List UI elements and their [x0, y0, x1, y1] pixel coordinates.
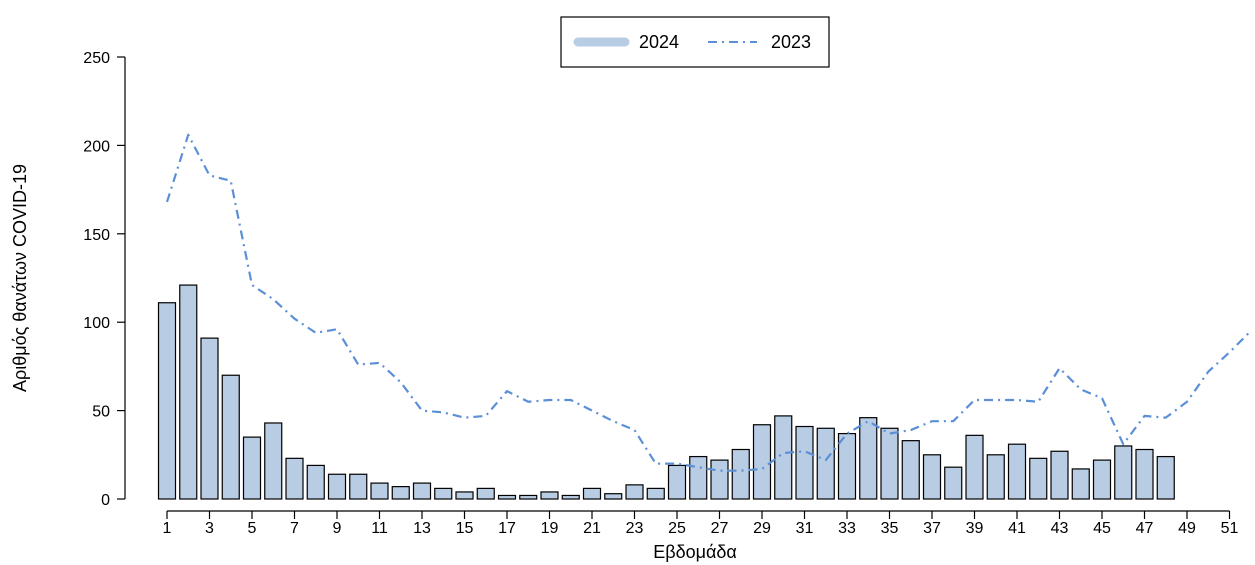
line-2023-path: [165, 133, 1252, 472]
bar-2024-week-15: [455, 491, 474, 500]
bar-2024-week-4: [221, 374, 240, 500]
bar-2024-week-16: [476, 487, 495, 500]
x-tick-label-45: 45: [1093, 520, 1111, 537]
bar-2024-week-39: [965, 434, 984, 500]
bar-2024-week-32: [816, 427, 835, 500]
bar-2024-week-38: [944, 466, 963, 500]
bar-2024-week-42: [1029, 457, 1048, 500]
bar-2024-week-45: [1092, 459, 1112, 500]
x-tick-label-19: 19: [541, 520, 559, 537]
bar-2024-week-11: [370, 482, 389, 500]
y-axis-label: Αριθμός θανάτων COVID-19: [10, 164, 30, 392]
y-tick-label-150: 150: [83, 227, 110, 244]
x-tick-label-23: 23: [626, 520, 644, 537]
bar-2024-week-8: [306, 464, 325, 500]
bar-2024-week-47: [1135, 448, 1154, 500]
bar-2024-week-3: [200, 337, 219, 500]
bar-2024-week-43: [1050, 450, 1069, 500]
x-tick-label-13: 13: [413, 520, 431, 537]
x-tick-label-47: 47: [1136, 520, 1154, 537]
bar-2024-week-40: [986, 454, 1005, 500]
x-tick-label-49: 49: [1178, 520, 1196, 537]
x-tick-label-51: 51: [1221, 520, 1239, 537]
bar-2024-week-23: [625, 484, 644, 500]
bars-2024: [157, 284, 1175, 500]
y-tick-label-200: 200: [83, 138, 110, 155]
bar-2024-week-34: [859, 417, 878, 500]
bar-2024-week-14: [434, 487, 453, 500]
x-tick-label-21: 21: [583, 520, 601, 537]
bar-2024-week-35: [880, 427, 899, 500]
bar-2024-week-6: [264, 422, 283, 500]
x-tick-label-17: 17: [498, 520, 516, 537]
x-tick-label-41: 41: [1008, 520, 1026, 537]
x-tick-label-33: 33: [838, 520, 856, 537]
y-tick-label-50: 50: [92, 404, 110, 421]
bar-2024-week-13: [412, 482, 432, 500]
line-2023: [165, 133, 1252, 472]
bar-2024-week-30: [774, 415, 793, 500]
x-tick-label-11: 11: [371, 520, 388, 537]
bar-2024-week-12: [391, 486, 410, 500]
legend-label-2023: 2023: [771, 32, 811, 52]
bar-2024-week-5: [242, 436, 262, 500]
bar-2024-week-21: [582, 487, 602, 500]
x-tick-label-39: 39: [966, 520, 984, 537]
bar-2024-week-46: [1114, 445, 1133, 500]
x-tick-label-35: 35: [881, 520, 899, 537]
bar-2024-week-9: [327, 473, 347, 500]
bar-2024-week-37: [922, 454, 942, 500]
bar-2024-week-26: [689, 455, 708, 500]
bar-2024-week-31: [795, 425, 814, 500]
x-tick-label-9: 9: [333, 520, 342, 537]
bar-2024-week-28: [731, 448, 750, 500]
bar-2024-week-29: [752, 424, 772, 500]
bar-2024-week-36: [901, 440, 920, 500]
bar-2024-week-48: [1156, 455, 1175, 500]
bar-2024-week-2: [179, 284, 198, 500]
x-tick-label-27: 27: [711, 520, 729, 537]
bar-2024-week-44: [1071, 468, 1090, 500]
x-tick-label-5: 5: [248, 520, 257, 537]
x-tick-label-15: 15: [456, 520, 474, 537]
x-tick-label-37: 37: [923, 520, 941, 537]
y-tick-label-250: 250: [83, 50, 110, 67]
bar-2024-week-33: [837, 432, 857, 500]
bar-2024-week-7: [285, 457, 304, 500]
x-tick-label-43: 43: [1051, 520, 1069, 537]
x-tick-label-25: 25: [668, 520, 686, 537]
bar-2024-week-10: [349, 473, 368, 500]
x-tick-label-7: 7: [290, 520, 299, 537]
bar-2024-week-22: [604, 493, 623, 500]
bar-2024-week-24: [646, 487, 665, 500]
x-tick-label-1: 1: [163, 520, 172, 537]
bar-2024-week-19: [540, 491, 559, 500]
bar-2024-week-1: [157, 302, 177, 500]
bar-2024-week-20: [561, 494, 580, 500]
legend: 2024 2023: [560, 16, 830, 68]
y-tick-label-100: 100: [83, 315, 110, 332]
bar-2024-week-18: [519, 494, 538, 500]
bar-2024-week-27: [710, 459, 729, 500]
bar-2024-week-41: [1007, 443, 1027, 500]
x-tick-label-3: 3: [205, 520, 214, 537]
x-axis-label: Εβδομάδα: [653, 542, 737, 562]
bar-2024-week-25: [667, 464, 687, 500]
x-tick-label-31: 31: [796, 520, 814, 537]
bar-2024-week-17: [497, 494, 517, 500]
x-tick-label-29: 29: [753, 520, 771, 537]
y-tick-label-0: 0: [101, 492, 110, 509]
legend-label-2024: 2024: [639, 32, 679, 52]
